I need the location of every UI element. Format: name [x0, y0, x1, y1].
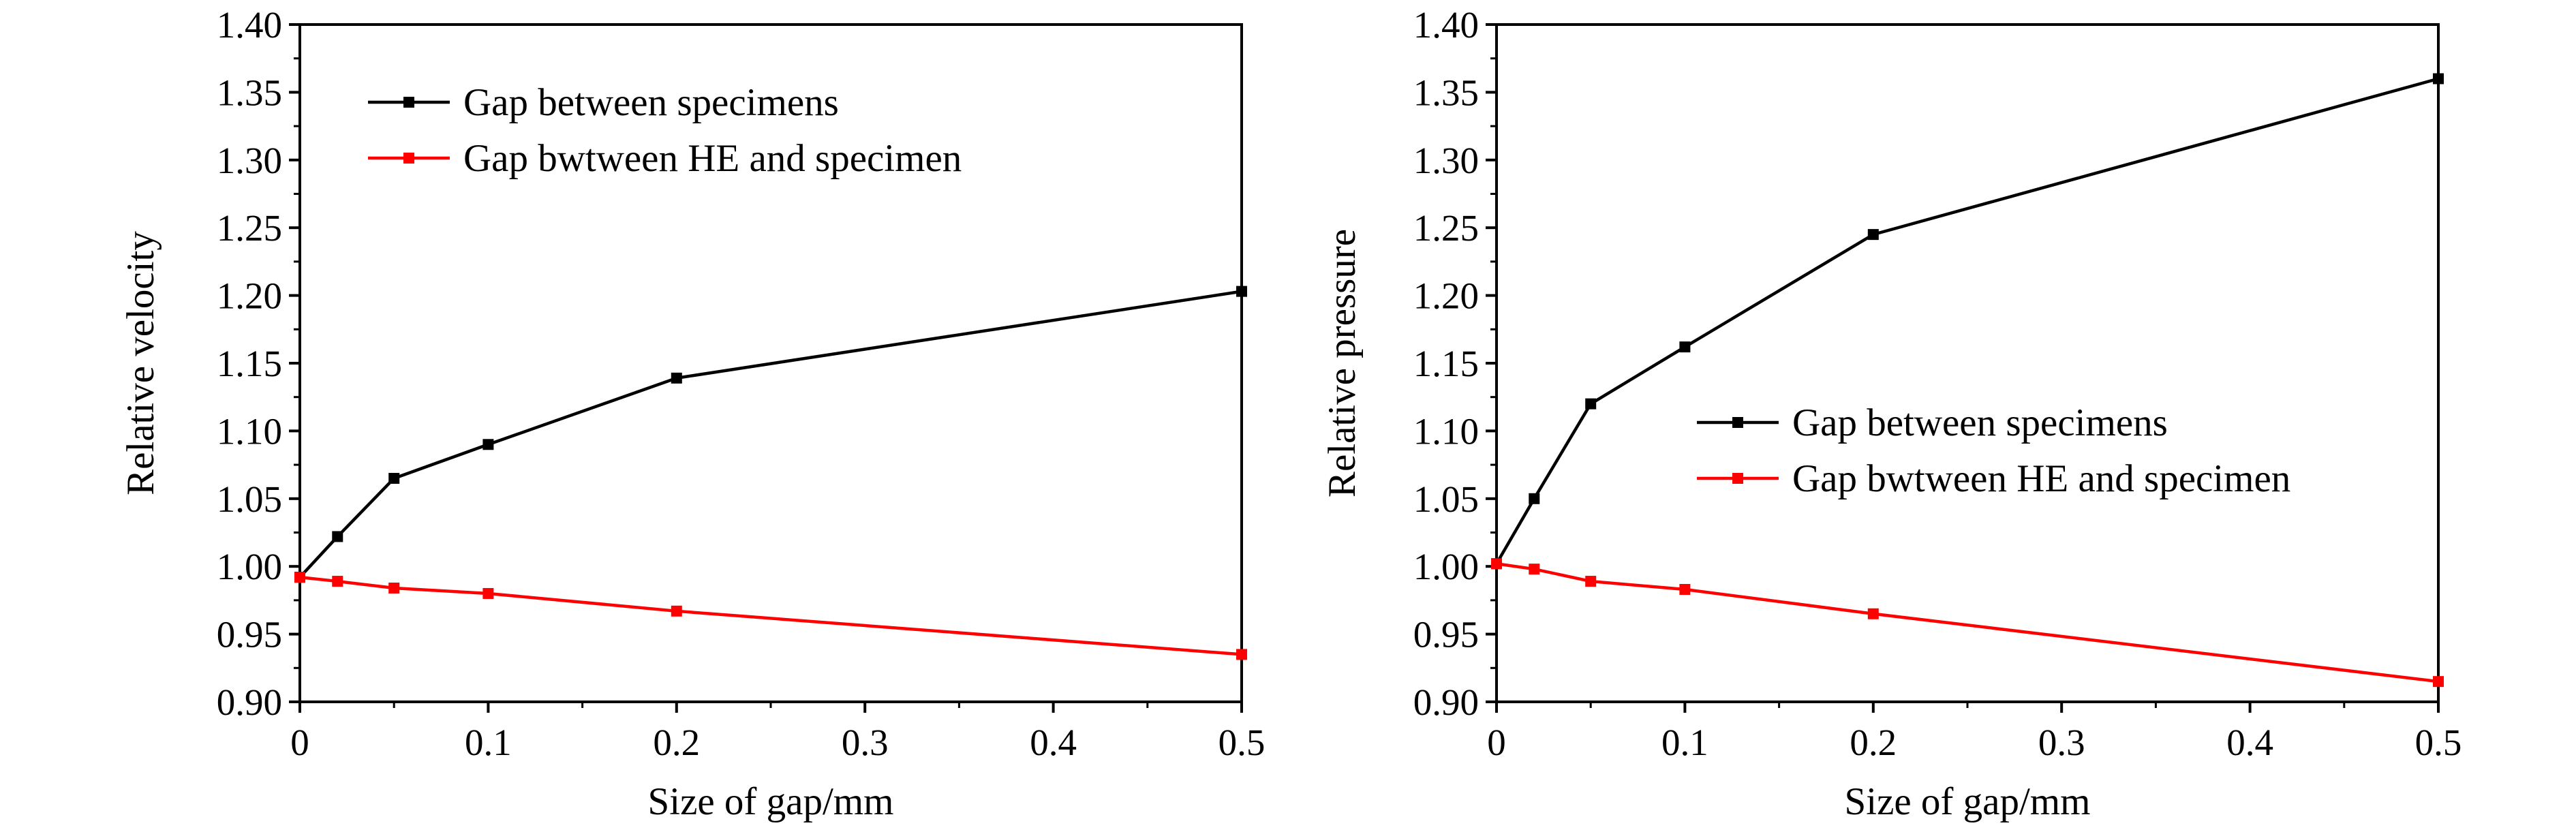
- data-point: [388, 583, 400, 594]
- x-axis-label: Size of gap/mm: [648, 780, 894, 823]
- y-tick-label: 1.05: [217, 478, 282, 520]
- x-tick-label: 0.3: [2038, 722, 2085, 763]
- series-line-0: [1495, 77, 2439, 565]
- x-tick-label: 0.4: [2226, 722, 2273, 763]
- x-tick-label: 0.2: [653, 722, 700, 763]
- data-point: [332, 576, 343, 587]
- legend-label: Gap between specimens: [1792, 401, 2168, 444]
- data-point: [1679, 583, 1691, 595]
- y-tick-label: 0.90: [1413, 681, 1479, 723]
- y-tick-label: 1.00: [217, 546, 282, 587]
- y-tick-label: 1.35: [1413, 72, 1479, 113]
- y-tick-label: 1.05: [1413, 478, 1479, 520]
- data-point: [294, 572, 305, 583]
- y-axis-label: Relative velocity: [119, 231, 162, 495]
- data-point: [1236, 649, 1247, 660]
- legend-label: Gap bwtween HE and specimen: [463, 137, 962, 180]
- data-point: [671, 372, 682, 384]
- velocity-chart: 0.90 0.95 1.00 1.05 1.10 1.15 1.20 1.25 1.30 1.35…: [119, 4, 1265, 823]
- x-tick-label: 0.2: [1850, 722, 1897, 763]
- data-point: [332, 531, 343, 542]
- x-tick-label: 0.1: [1661, 722, 1708, 763]
- y-tick-label: 1.40: [217, 4, 282, 46]
- legend-label: Gap bwtween HE and specimen: [1792, 457, 2290, 500]
- y-tick-label: 1.35: [217, 72, 282, 113]
- y-tick-label: 1.10: [1413, 410, 1479, 452]
- legend-marker: [1732, 417, 1743, 428]
- legend-marker: [403, 97, 414, 108]
- y-tick-label: 0.90: [217, 681, 282, 723]
- x-tick-label: 0.5: [1218, 722, 1266, 763]
- data-point: [388, 472, 400, 484]
- x-tick-label: 0.1: [465, 722, 512, 763]
- plot-frame: [1495, 23, 2440, 703]
- x-tick-label: 0.5: [2415, 722, 2462, 763]
- data-point: [482, 587, 494, 599]
- y-tick-label: 1.15: [217, 343, 282, 384]
- data-point: [1679, 341, 1691, 353]
- x-axis-label: Size of gap/mm: [1845, 780, 2091, 823]
- y-tick-label: 1.20: [217, 275, 282, 317]
- data-point: [1491, 558, 1502, 570]
- y-tick-label: 0.95: [1413, 614, 1479, 656]
- x-tick-label: 0: [1487, 722, 1506, 763]
- legend-marker: [403, 153, 414, 164]
- y-tick-label: 1.15: [1413, 343, 1479, 384]
- x-tick-label: 0: [290, 722, 309, 763]
- y-tick-label: 1.30: [1413, 140, 1479, 181]
- y-axis-label: Relative pressure: [1321, 229, 1364, 497]
- series-line-0: [298, 290, 1242, 579]
- y-tick-label: 1.10: [217, 410, 282, 452]
- legend-marker: [1732, 473, 1743, 484]
- data-point: [482, 439, 494, 450]
- x-tick-label: 0.3: [842, 722, 889, 763]
- y-tick-label: 1.25: [217, 207, 282, 249]
- y-tick-label: 1.30: [217, 140, 282, 181]
- data-point: [1867, 229, 1879, 241]
- data-point: [1236, 286, 1247, 297]
- data-point: [1585, 398, 1597, 410]
- data-point: [1585, 576, 1597, 587]
- y-tick-label: 1.20: [1413, 275, 1479, 317]
- y-tick-label: 1.40: [1413, 4, 1479, 46]
- pressure-chart: 0.90 0.95 1.00 1.05 1.10 1.15 1.20 1.25 1.30 1.35…: [1321, 4, 2462, 823]
- data-point: [1867, 608, 1879, 619]
- series-line-1: [1496, 561, 2439, 683]
- y-tick-label: 1.00: [1413, 546, 1479, 587]
- legend-label: Gap between specimens: [463, 81, 839, 124]
- data-point: [1529, 493, 1540, 504]
- series-line-1: [299, 575, 1242, 656]
- data-point: [671, 605, 682, 617]
- y-tick-label: 1.25: [1413, 207, 1479, 249]
- data-point: [1529, 564, 1540, 575]
- x-tick-label: 0.4: [1030, 722, 1077, 763]
- y-tick-label: 0.95: [217, 614, 282, 656]
- data-point: [2433, 73, 2444, 84]
- data-point: [2433, 676, 2444, 688]
